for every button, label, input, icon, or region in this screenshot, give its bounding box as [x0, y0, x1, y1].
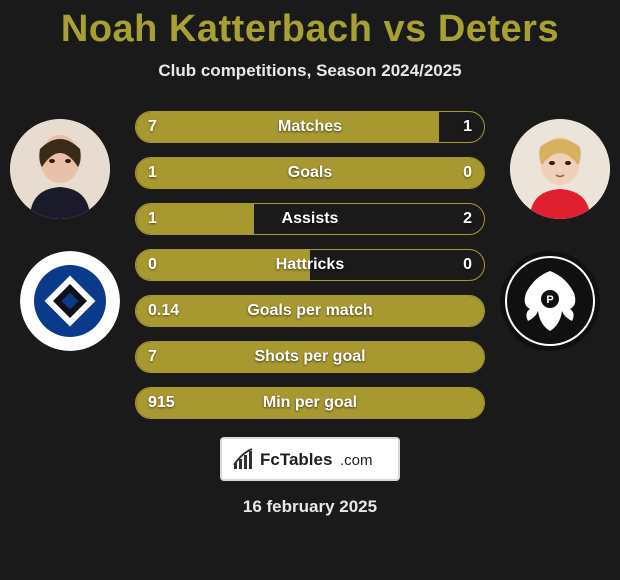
- stat-row: 1Assists2: [135, 203, 485, 235]
- svg-text:P: P: [546, 294, 553, 306]
- stat-row: 0Hattricks0: [135, 249, 485, 281]
- club-left-badge: [20, 251, 120, 351]
- stat-label: Hattricks: [136, 250, 484, 280]
- stat-row: 915Min per goal: [135, 387, 485, 419]
- svg-text:.com: .com: [340, 452, 373, 469]
- stat-label: Goals per match: [136, 296, 484, 326]
- subtitle: Club competitions, Season 2024/2025: [0, 61, 620, 81]
- stat-row: 1Goals0: [135, 157, 485, 189]
- club-right-badge: P: [500, 251, 600, 351]
- stat-label: Matches: [136, 112, 484, 142]
- comparison-area: P 7Matches11Goals01Assists20Hattricks00.…: [0, 111, 620, 419]
- stat-label: Assists: [136, 204, 484, 234]
- fctables-logo: FcTables .com: [220, 437, 400, 481]
- stat-right-value: 1: [463, 112, 472, 142]
- stat-label: Shots per goal: [136, 342, 484, 372]
- stat-right-value: 0: [463, 250, 472, 280]
- stat-label: Min per goal: [136, 388, 484, 418]
- stat-label: Goals: [136, 158, 484, 188]
- stat-right-value: 2: [463, 204, 472, 234]
- player-left-avatar: [10, 119, 110, 219]
- page-title: Noah Katterbach vs Deters: [0, 0, 620, 51]
- stat-row: 7Matches1: [135, 111, 485, 143]
- stat-right-value: 0: [463, 158, 472, 188]
- stat-bars: 7Matches11Goals01Assists20Hattricks00.14…: [135, 111, 485, 419]
- stat-row: 7Shots per goal: [135, 341, 485, 373]
- player-right-avatar: [510, 119, 610, 219]
- stat-row: 0.14Goals per match: [135, 295, 485, 327]
- svg-text:FcTables: FcTables: [260, 450, 332, 469]
- date-text: 16 february 2025: [0, 497, 620, 517]
